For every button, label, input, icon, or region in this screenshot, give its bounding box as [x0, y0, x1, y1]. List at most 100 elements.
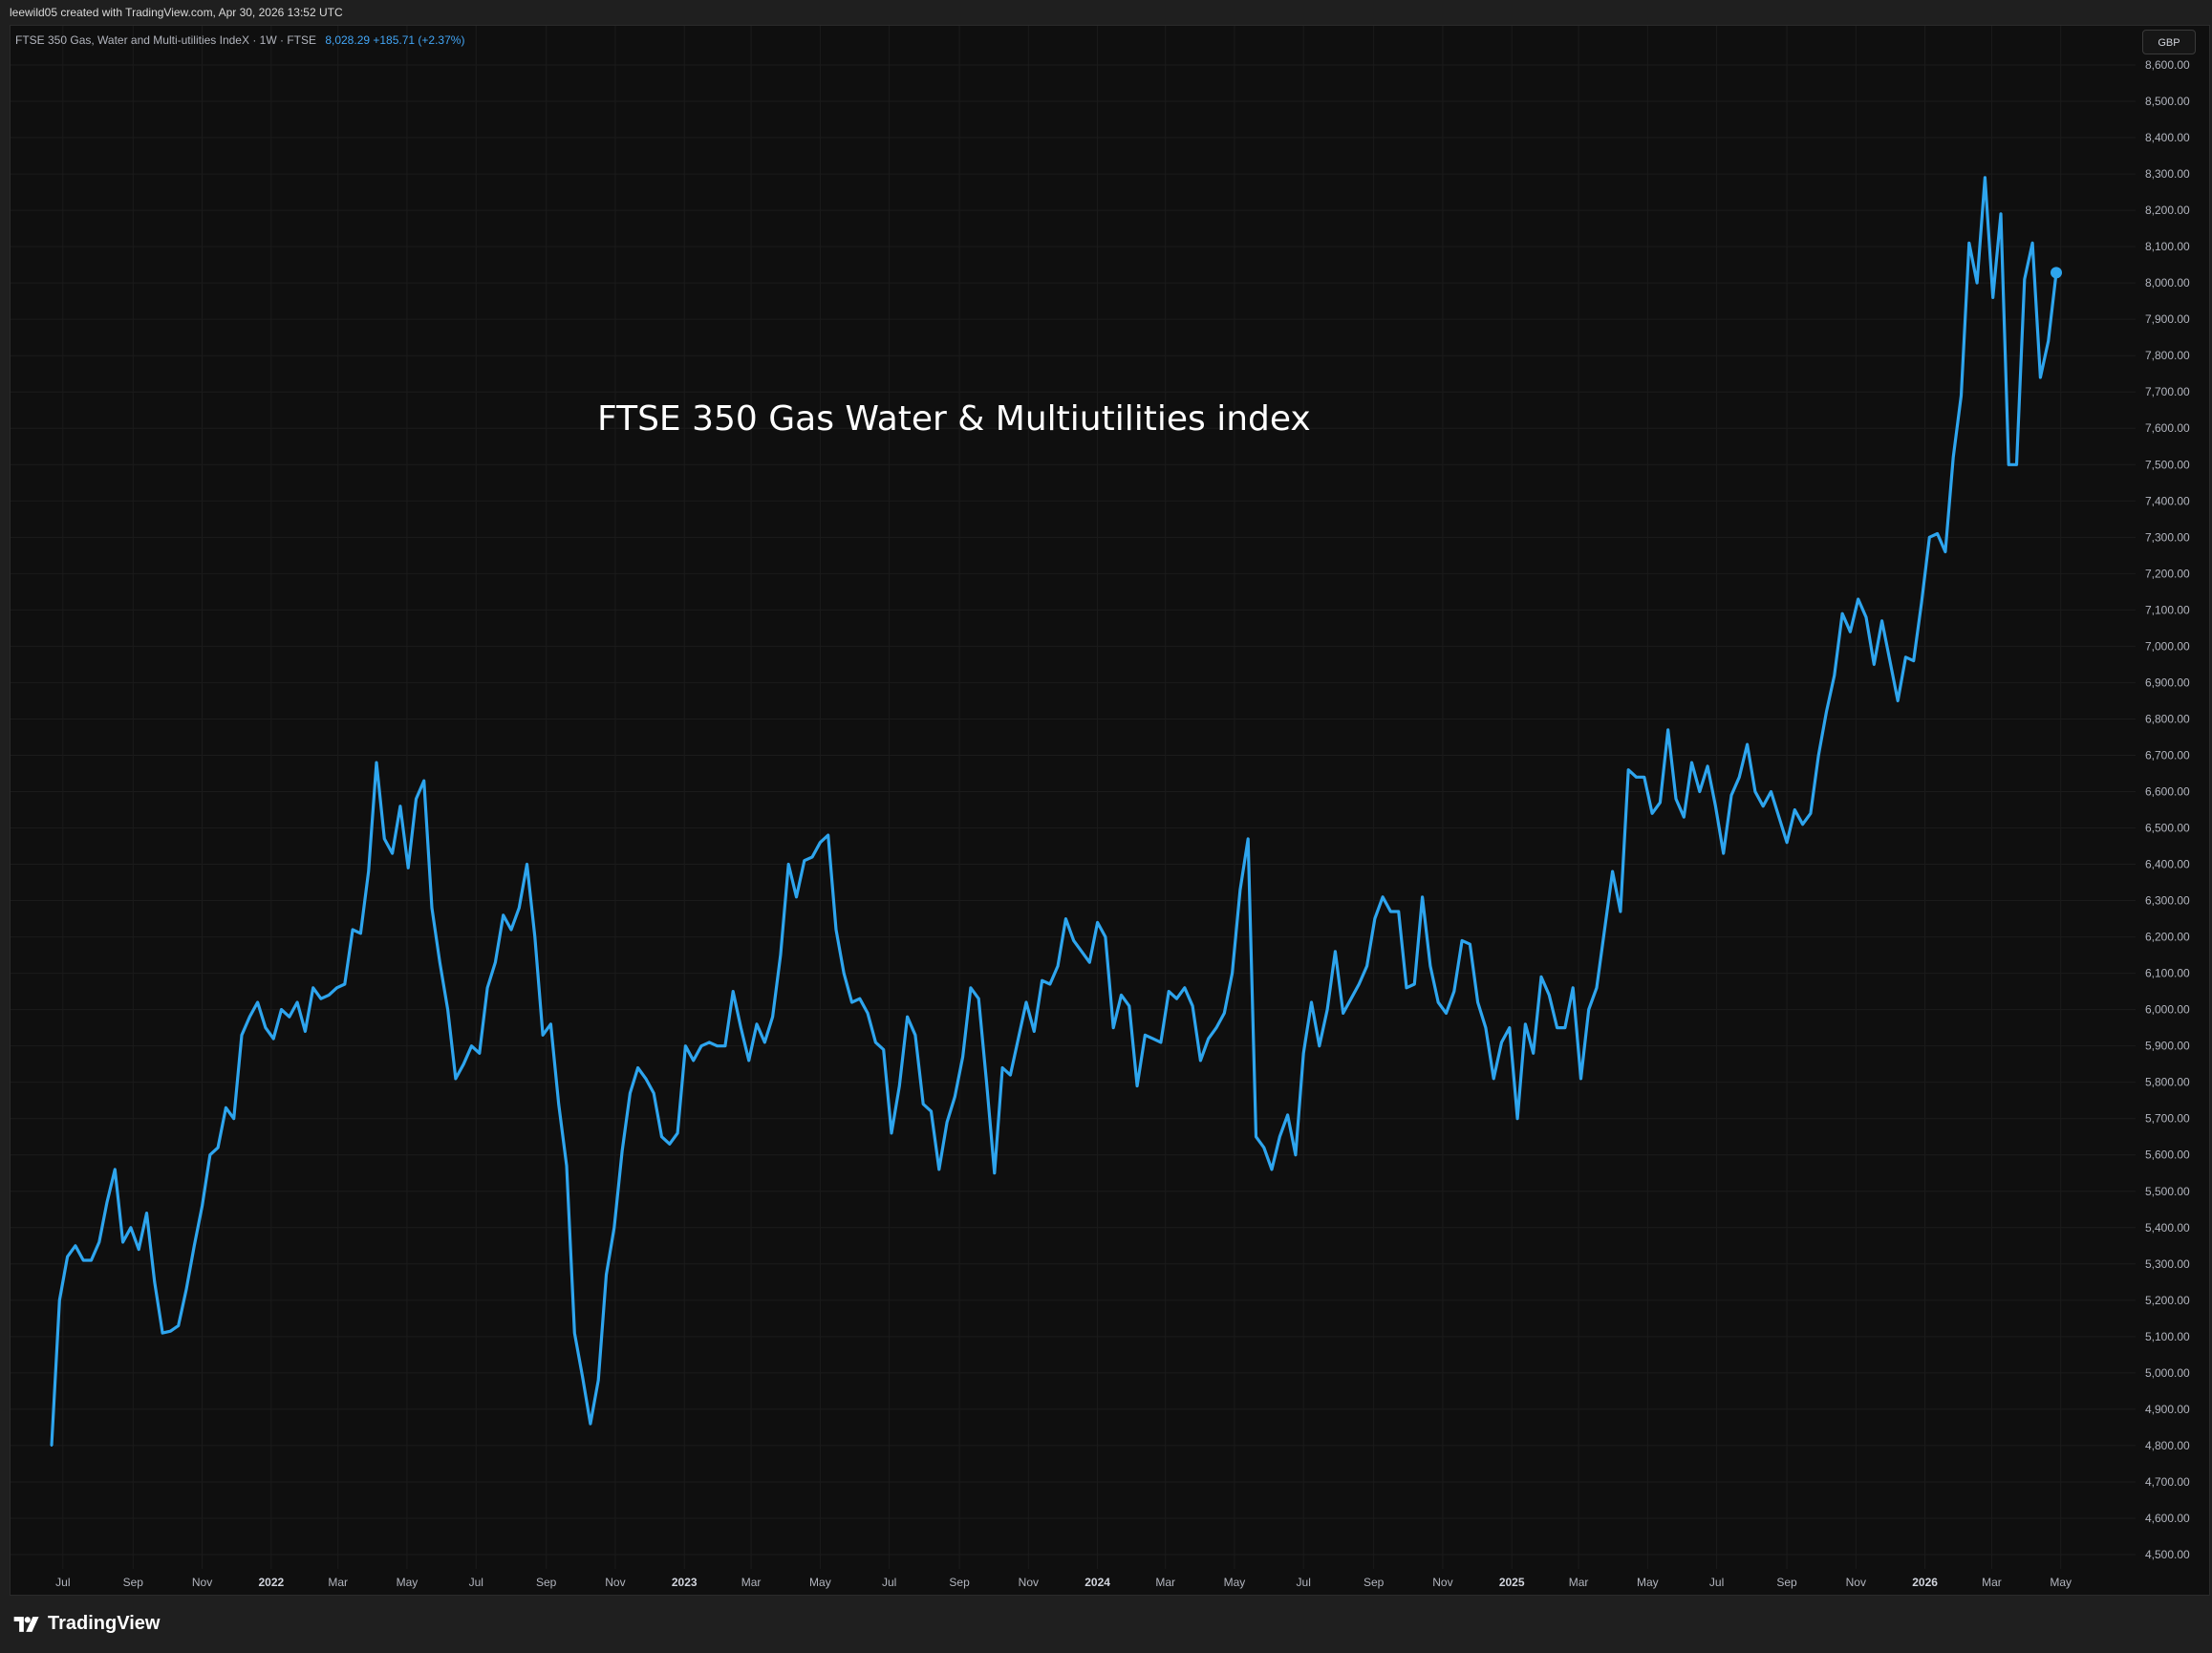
y-tick-label: 8,300.00	[2145, 167, 2190, 181]
currency-button[interactable]: GBP	[2142, 30, 2196, 54]
data-point	[343, 982, 346, 986]
data-point	[1873, 663, 1876, 666]
price-series-points	[50, 176, 2058, 1448]
data-point	[1952, 456, 1955, 459]
data-point	[272, 1037, 275, 1041]
data-point	[1627, 768, 1630, 771]
data-point	[201, 1204, 204, 1208]
data-point	[1738, 776, 1741, 779]
data-point	[1572, 986, 1575, 990]
data-point	[605, 1274, 608, 1277]
data-point	[1793, 808, 1796, 811]
price-series-line	[50, 176, 2058, 1446]
data-point	[787, 863, 790, 866]
data-point	[1135, 1084, 1139, 1087]
data-point	[1207, 1037, 1210, 1041]
data-point	[1325, 1008, 1329, 1011]
y-tick-label: 6,600.00	[2145, 784, 2190, 798]
data-point	[636, 1066, 639, 1069]
data-point	[311, 986, 314, 990]
data-point	[629, 1091, 632, 1095]
y-tick-label: 6,800.00	[2145, 712, 2190, 725]
data-point	[1033, 1030, 1036, 1033]
data-point	[232, 1117, 235, 1120]
data-point	[1262, 1146, 1266, 1149]
data-point	[763, 1041, 766, 1044]
y-axis: 4,500.00 4,600.00 4,700.00 4,800.00 4,900.00…	[2145, 58, 2190, 1561]
x-tick-label: 2022	[258, 1576, 284, 1589]
x-tick-label: 2026	[1912, 1576, 1938, 1589]
data-point	[1785, 841, 1789, 844]
data-point	[1223, 1012, 1226, 1015]
data-point	[1421, 895, 1424, 898]
data-point	[335, 986, 338, 990]
data-point	[1373, 917, 1377, 920]
data-point	[573, 1331, 576, 1335]
data-point	[359, 932, 362, 934]
y-tick-label: 7,200.00	[2145, 567, 2190, 580]
y-tick-label: 5,800.00	[2145, 1076, 2190, 1089]
data-point	[708, 1041, 711, 1044]
data-point	[1017, 1037, 1020, 1041]
data-point	[913, 1034, 917, 1037]
data-point	[810, 855, 814, 859]
data-point	[589, 1422, 592, 1426]
data-point	[280, 1008, 283, 1011]
data-point	[1168, 990, 1170, 993]
data-point	[668, 1143, 671, 1146]
data-point	[612, 1226, 615, 1230]
data-point	[1302, 1052, 1305, 1055]
x-tick-label: May	[397, 1576, 419, 1589]
data-point	[1469, 943, 1471, 946]
data-point	[1127, 1004, 1131, 1008]
chart-frame[interactable]	[10, 25, 2210, 1596]
data-point	[1587, 1008, 1590, 1011]
data-point	[1825, 710, 1828, 713]
symbol-label: FTSE 350 Gas, Water and Multi-utilities …	[15, 33, 316, 47]
data-point	[1611, 869, 1614, 873]
data-point	[1833, 674, 1836, 676]
price-chart[interactable]: 4,500.00 4,600.00 4,700.00 4,800.00 4,900.00…	[0, 0, 2212, 1596]
data-point	[882, 1048, 885, 1051]
data-point	[1706, 764, 1709, 768]
data-point	[1064, 917, 1067, 920]
data-point	[485, 986, 489, 990]
data-point	[1048, 982, 1052, 986]
data-point	[827, 833, 829, 837]
data-point	[1349, 998, 1353, 1000]
data-point	[819, 841, 822, 844]
brand[interactable]: TradingView	[11, 1613, 160, 1635]
data-point	[1072, 939, 1075, 942]
data-point	[834, 928, 838, 932]
x-tick-label: Sep	[536, 1576, 557, 1589]
data-point	[1944, 550, 1947, 553]
data-point	[1247, 837, 1250, 841]
brand-name: TradingView	[48, 1613, 161, 1634]
data-point	[161, 1331, 164, 1335]
data-point	[1445, 1012, 1448, 1015]
y-tick-label: 6,400.00	[2145, 858, 2190, 871]
data-point	[1191, 1004, 1194, 1008]
y-tick-label: 7,800.00	[2145, 349, 2190, 362]
data-point	[319, 998, 323, 1000]
data-point	[1199, 1059, 1202, 1063]
data-point	[1619, 910, 1622, 913]
data-point	[454, 1077, 458, 1081]
data-point	[1009, 1073, 1012, 1077]
data-point	[676, 1131, 679, 1135]
y-tick-label: 4,700.00	[2145, 1475, 2190, 1489]
x-tick-label: Jul	[1297, 1576, 1311, 1589]
y-tick-label: 8,200.00	[2145, 204, 2190, 217]
data-point	[50, 1444, 54, 1448]
data-point	[1120, 994, 1123, 997]
data-point	[740, 1026, 742, 1029]
data-point	[1635, 776, 1638, 779]
y-tick-label: 8,400.00	[2145, 131, 2190, 144]
data-point	[597, 1379, 600, 1382]
data-point	[216, 1146, 220, 1149]
data-point	[692, 1059, 695, 1063]
y-tick-label: 7,700.00	[2145, 385, 2190, 398]
data-point	[430, 907, 434, 910]
data-point	[723, 1044, 727, 1047]
data-point	[755, 1022, 759, 1026]
